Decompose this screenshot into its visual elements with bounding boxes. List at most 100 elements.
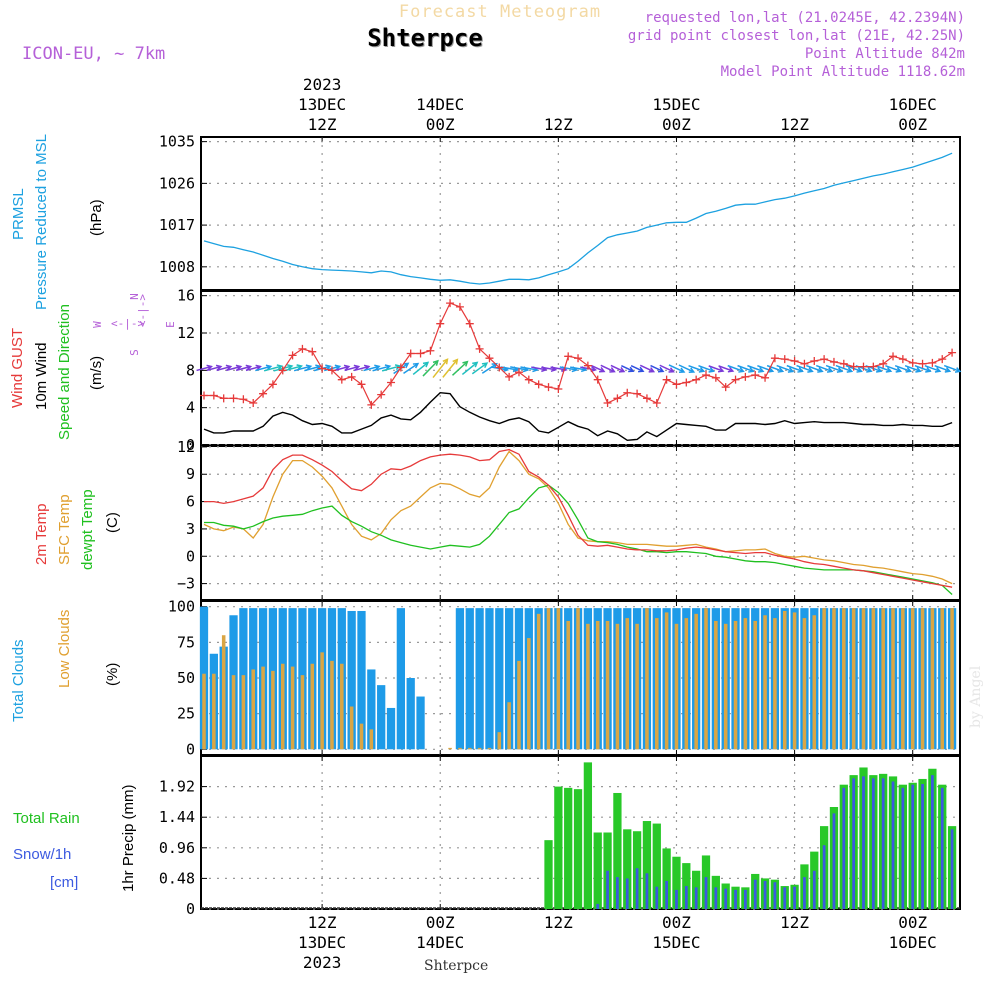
wind-arrow <box>934 365 951 372</box>
wind-gust-point <box>229 394 238 403</box>
wind-ytick-label: 16 <box>177 287 195 305</box>
top-ticks-label: 13DEC <box>298 95 347 114</box>
snow-bar <box>921 784 924 909</box>
wind-arrow <box>422 360 439 377</box>
snow-bar <box>852 778 856 909</box>
low-cloud-bar <box>615 623 620 750</box>
low-cloud-bar <box>704 608 708 750</box>
wind-arrow <box>500 366 518 371</box>
temperature-ytick-label: 9 <box>186 465 195 483</box>
wind-arrow-head <box>717 366 725 373</box>
wind-ytick-label: 8 <box>186 361 195 379</box>
wind-arrow <box>304 365 321 372</box>
wind-arrow <box>904 364 921 372</box>
pressure-ytick-label: 1008 <box>159 258 195 276</box>
pressure-panel: 1008 1017 1026 1035 <box>159 133 961 291</box>
wind-gust-point <box>426 346 435 355</box>
wind-arrow <box>727 364 744 373</box>
wind-gust-point <box>465 319 474 328</box>
low-cloud-bar <box>664 612 669 750</box>
clouds-ytick-label: 0 <box>186 740 195 758</box>
low-cloud-bar <box>340 663 344 750</box>
dewpt-temp-line <box>204 484 953 595</box>
wind-arrow-head <box>363 364 371 371</box>
wind-arrow <box>363 365 380 372</box>
wind-arrow-head <box>628 366 635 373</box>
low-cloud-bar <box>645 608 649 750</box>
compass-axis-h: <-|-> <box>111 317 145 330</box>
wind-gust-point <box>367 400 376 409</box>
wind-arrow <box>639 364 654 373</box>
rain-bar <box>652 823 661 909</box>
low-cloud-bar <box>507 702 511 750</box>
low-cloud-bar <box>458 747 462 750</box>
wind-arrow-head <box>678 367 686 374</box>
snow-bar <box>842 787 846 909</box>
wind-gust-point <box>721 383 730 392</box>
wind-gust-markers <box>200 299 957 409</box>
wind-arrow-head <box>638 366 645 373</box>
wind-gust-point <box>593 375 602 384</box>
wind-arrow <box>678 364 695 373</box>
wind-gust-point <box>298 344 307 353</box>
snow-bar <box>753 879 757 909</box>
low-cloud-bar <box>782 610 787 750</box>
low-cloud-bar <box>517 660 521 750</box>
wind-gust-point <box>702 371 710 379</box>
wind-arrow <box>531 366 547 371</box>
wind-arrow-head <box>265 364 273 371</box>
top-ticks-label: 00Z <box>898 115 928 134</box>
wind-arrow <box>570 366 587 371</box>
wind-gust-point <box>308 347 317 356</box>
wind-gust-point <box>495 363 504 372</box>
wind-arrow <box>825 364 843 373</box>
wind-arrow <box>255 365 271 372</box>
wind-arrow-head <box>618 367 626 373</box>
wind-arrow-head <box>668 367 675 373</box>
footer-station: Shterpce <box>424 958 489 974</box>
wind-arrow-head <box>394 364 402 371</box>
wind-gust-point <box>633 389 642 398</box>
precip-ytick-label: 0.96 <box>159 839 195 857</box>
total-cloud-bar <box>465 608 474 750</box>
total-cloud-bar <box>416 696 425 750</box>
low-cloud-bar <box>920 608 925 750</box>
rain-bar <box>564 787 573 909</box>
rain-bar <box>573 789 583 909</box>
pressure-ytick-label: 1017 <box>159 216 195 234</box>
wind-arrow <box>263 365 282 372</box>
rain-bar <box>583 762 593 909</box>
top-ticks-label: 00Z <box>662 115 691 134</box>
bot-ticks-label: 14DEC <box>416 933 465 952</box>
wind-arrow-head <box>325 364 332 371</box>
point-altitude: Point Altitude 842m <box>804 46 965 62</box>
low-cloud-bar <box>694 613 698 750</box>
wind-arrow-head <box>235 364 243 371</box>
wind-gust-point <box>770 354 779 363</box>
wind-gust-point <box>347 372 356 381</box>
wind-arrow <box>245 365 261 372</box>
clouds-ytick-label: 75 <box>177 633 195 651</box>
snow-bar <box>655 886 659 909</box>
wind-gust-point <box>829 357 838 366</box>
low-cloud-bar <box>635 623 639 750</box>
wind-arrow-head <box>590 366 598 373</box>
wind-gust-point <box>259 389 268 398</box>
snow-bar <box>783 887 787 909</box>
snow-bar <box>773 882 777 909</box>
wind-arrow-head <box>412 362 420 369</box>
total-rain-label: Total Rain <box>13 810 80 827</box>
wind-arrow-head <box>472 361 479 368</box>
wind-arrow <box>559 366 577 371</box>
low-cloud-bar <box>595 620 600 750</box>
wind-gust-point <box>820 355 829 364</box>
wind-ytick-label: 12 <box>177 324 195 342</box>
wind-gust-point <box>849 362 858 371</box>
rain-bar <box>642 821 652 909</box>
wind-arrow <box>481 363 498 374</box>
wind-arrow-head <box>334 364 342 371</box>
top-ticks-label: 2023 <box>302 75 342 94</box>
wind-gust-point <box>574 354 583 363</box>
wind-arrow <box>718 365 734 372</box>
low-cloud-bar <box>576 608 580 750</box>
